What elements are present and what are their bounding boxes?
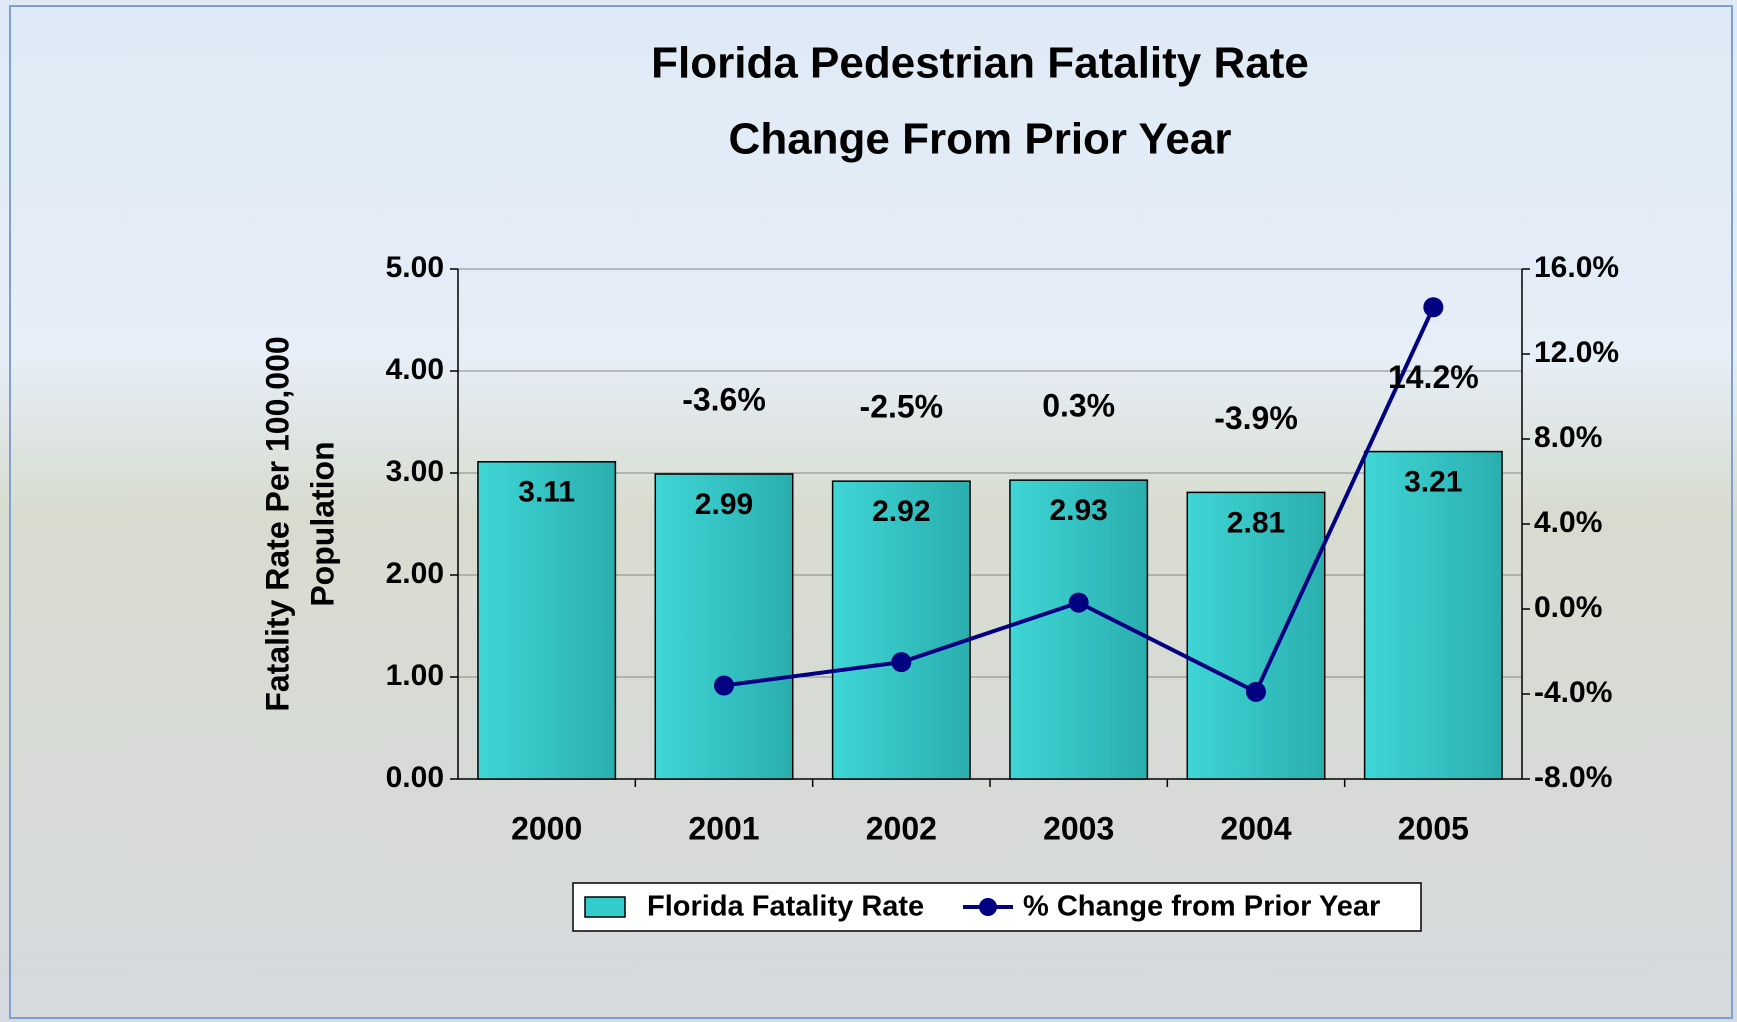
chart-title: Florida Pedestrian Fatality Rate — [651, 39, 1309, 88]
bar — [1365, 452, 1502, 779]
x-tick-label: 2001 — [688, 810, 759, 846]
bar-value-label: 2.99 — [695, 488, 753, 521]
x-tick-label: 2005 — [1398, 810, 1469, 846]
line-value-label: 0.3% — [1042, 388, 1115, 424]
y2-tick-label: -4.0% — [1534, 676, 1612, 709]
bar-value-label: 3.11 — [518, 476, 575, 509]
x-tick-label: 2004 — [1220, 810, 1291, 846]
bar-value-label: 2.92 — [872, 495, 930, 528]
line-value-label: -2.5% — [860, 389, 944, 425]
y-tick-label: 5.00 — [386, 251, 444, 284]
line-marker — [714, 676, 734, 696]
legend-marker — [979, 898, 997, 916]
line-marker — [1069, 593, 1089, 613]
legend-swatch — [585, 897, 625, 917]
y2-tick-label: 8.0% — [1534, 421, 1602, 454]
y-tick-label: 2.00 — [386, 557, 444, 590]
legend-label: % Change from Prior Year — [1023, 891, 1380, 923]
legend-label: Florida Fatality Rate — [647, 891, 924, 923]
y-axis-label: Population — [304, 441, 340, 606]
y2-tick-label: 12.0% — [1534, 336, 1619, 369]
x-tick-label: 2003 — [1043, 810, 1114, 846]
bar-value-label: 2.81 — [1227, 506, 1285, 539]
y2-tick-label: 16.0% — [1534, 251, 1619, 284]
chart-subtitle: Change From Prior Year — [729, 115, 1232, 164]
x-tick-label: 2002 — [866, 810, 937, 846]
y-tick-label: 1.00 — [386, 659, 444, 692]
line-value-label: -3.9% — [1214, 400, 1298, 436]
y-tick-label: 3.00 — [386, 455, 444, 488]
chart: Florida Pedestrian Fatality Rate Change … — [0, 0, 1737, 1022]
y2-tick-label: 4.0% — [1534, 506, 1602, 539]
bar-value-label: 2.93 — [1049, 494, 1107, 527]
y-axis-label: Fatality Rate Per 100,000 — [259, 336, 295, 711]
y-tick-label: 4.00 — [386, 353, 444, 386]
bar — [478, 462, 615, 779]
bar-value-label: 3.21 — [1404, 466, 1462, 499]
line-marker — [1246, 682, 1266, 702]
y2-tick-label: 0.0% — [1534, 591, 1602, 624]
y2-tick-label: -8.0% — [1534, 761, 1612, 794]
y-tick-label: 0.00 — [386, 761, 444, 794]
line-marker — [1423, 297, 1443, 317]
line-value-label: -3.6% — [682, 381, 766, 417]
x-tick-label: 2000 — [511, 810, 582, 846]
page: {"chart_data": { "type": "bar", "title":… — [0, 0, 1737, 1022]
line-marker — [891, 652, 911, 672]
line-value-label: 14.2% — [1388, 359, 1479, 395]
